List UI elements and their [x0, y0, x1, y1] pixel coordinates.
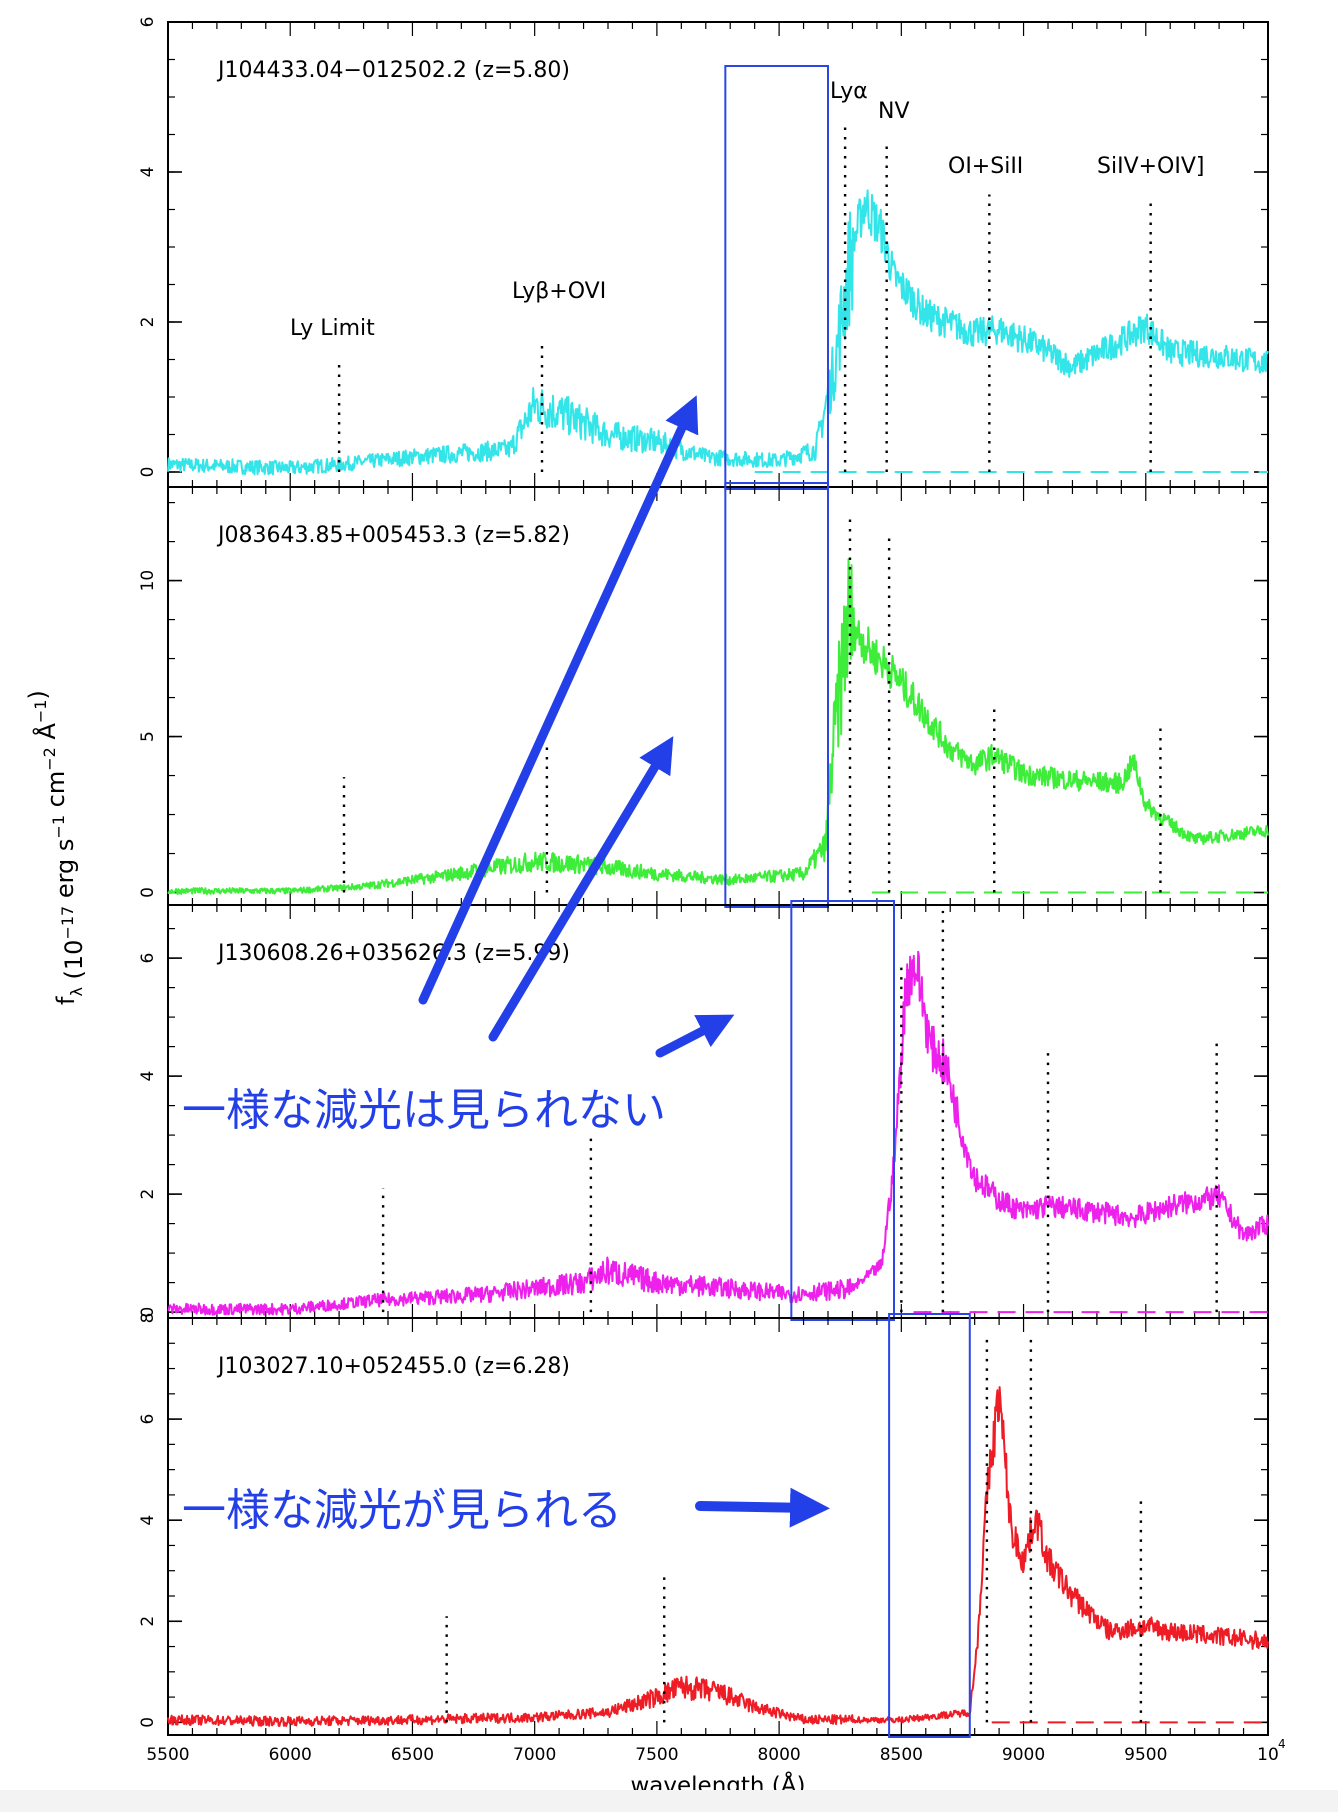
y-tick-label: 4: [138, 1071, 158, 1082]
line-label-ly-alpha: Lyα: [830, 79, 868, 104]
highlight-box: [888, 1313, 971, 1738]
y-tick-label: 5: [138, 731, 158, 742]
x-tick-label: 8000: [757, 1745, 800, 1765]
y-tick-label: 10: [138, 570, 158, 592]
x-tick-label: 6000: [269, 1745, 312, 1765]
x-tick-label: 5500: [146, 1745, 189, 1765]
bottom-strip: [0, 1790, 1338, 1812]
y-tick-label: 8: [138, 1313, 158, 1324]
y-tick-label: 0: [138, 467, 158, 478]
y-tick-label: 0: [138, 1717, 158, 1728]
panel-frame: [167, 21, 1269, 488]
x-tick-label: 10: [1257, 1745, 1279, 1765]
x-tick-label: 9000: [1002, 1745, 1045, 1765]
x-tick-label: 8500: [880, 1745, 923, 1765]
arrow-long-up: [418, 395, 699, 1005]
y-label-part: Å: [32, 723, 61, 748]
line-label-oi-siii: OI+SiII: [948, 154, 1023, 179]
y-label-part: −1: [49, 815, 68, 839]
y-label-part: (10: [60, 940, 88, 988]
y-tick-label: 4: [138, 167, 158, 178]
y-label-part: λ: [67, 987, 86, 996]
spectrum-panel-1: 0 2 4 6 J104433.04−012502.2 (z=5.80): [138, 17, 1269, 490]
annotation-no-uniform-dimming: 一様な減光は見られない: [182, 1085, 666, 1136]
y-axis-title: fλ (10−17 erg s−1 cm−2 Å−1): [24, 690, 88, 1005]
highlight-box: [724, 482, 829, 908]
panel-frame: [167, 1317, 1269, 1736]
x-tick-label: 7500: [635, 1745, 678, 1765]
x-tick-label: 7000: [513, 1745, 556, 1765]
x-tick-label: 9500: [1124, 1745, 1167, 1765]
spectrum-panel-4: 0 2 4 6 8 J103027.10+052455.0 (z=6.28): [138, 1313, 1269, 1738]
object-name-label: J104433.04−012502.2 (z=5.80): [216, 58, 570, 83]
object-name-label: J130608.26+035626.3 (z=5.99): [216, 941, 570, 966]
object-name-label: J103027.10+052455.0 (z=6.28): [216, 1354, 570, 1379]
arrow-right: [695, 1487, 830, 1528]
arrow-middle-up: [488, 736, 674, 1042]
annotation-uniform-dimming: 一様な減光が見られる: [182, 1485, 622, 1536]
x-tick-label: 6500: [391, 1745, 434, 1765]
line-label-nv: NV: [878, 99, 910, 124]
y-tick-label: 0: [138, 887, 158, 898]
y-tick-label: 2: [138, 1616, 158, 1627]
y-label-part: f: [52, 996, 80, 1005]
y-tick-label: 2: [138, 1189, 158, 1200]
spectrum-line: [167, 189, 1269, 476]
y-axis-label: fλ (10−17 erg s−1 cm−2 Å−1): [24, 690, 88, 1005]
y-tick-label: 4: [138, 1515, 158, 1526]
y-tick-label: 6: [138, 953, 158, 964]
x-tick-exponent: 4: [1278, 1737, 1286, 1751]
spectrum-panel-2: 0 5 10 J083643.85+005453.3 (z=5.82): [138, 482, 1269, 908]
y-label-part: cm: [42, 771, 70, 815]
object-name-label: J083643.85+005453.3 (z=5.82): [216, 523, 570, 548]
y-label-part: −2: [40, 747, 59, 771]
line-label-ly-limit: Ly Limit: [290, 316, 375, 341]
spectrum-line: [167, 558, 1269, 895]
line-label-siiv-oiv: SiIV+OIV]: [1097, 154, 1205, 179]
highlight-box: [724, 65, 829, 490]
arrow-short: [655, 1014, 735, 1058]
y-label-part: −17: [58, 906, 77, 940]
spectra-panels: 0 2 4 6 J104433.04−012502.2 (z=5.80) 0 5 10 J083…: [138, 17, 1269, 1738]
y-tick-label: 6: [138, 1414, 158, 1425]
panel-frame: [167, 486, 1269, 906]
highlight-box: [790, 900, 895, 1321]
spectrum-line: [167, 950, 1269, 1316]
line-label-ly-beta-ovi: Lyβ+OVI: [512, 279, 606, 304]
y-label-part: erg s: [51, 839, 79, 906]
spectrum-line: [167, 1386, 1269, 1727]
y-label-part: ): [24, 690, 52, 699]
y-label-part: −1: [31, 700, 50, 724]
y-tick-label: 6: [138, 17, 158, 28]
y-tick-label: 2: [138, 317, 158, 328]
y-tick-label: 0: [138, 1307, 158, 1318]
